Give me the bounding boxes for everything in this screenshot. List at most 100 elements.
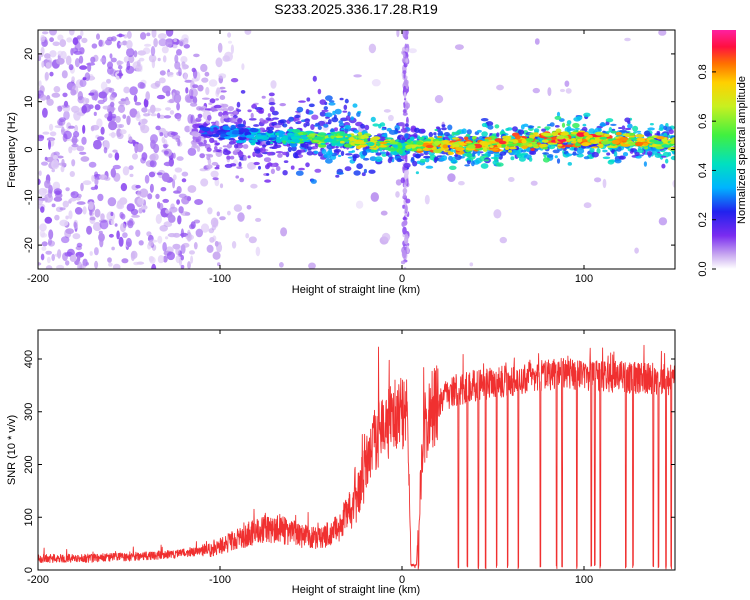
vertical-feature-speckle bbox=[405, 58, 409, 63]
ridge-halo bbox=[461, 128, 467, 134]
noise-speckle bbox=[178, 67, 182, 77]
ridge-halo bbox=[229, 155, 235, 160]
noise-speckle bbox=[180, 254, 184, 261]
ridge-halo bbox=[273, 121, 277, 125]
noise-speckle bbox=[100, 213, 105, 221]
ridge-halo bbox=[566, 120, 572, 125]
noise-speckle bbox=[90, 56, 96, 63]
vertical-feature-speckle bbox=[403, 91, 407, 99]
ridge-halo bbox=[481, 131, 488, 137]
noise-speckle bbox=[241, 63, 245, 71]
noise-speckle bbox=[189, 250, 195, 255]
noise-speckle bbox=[117, 65, 123, 70]
ridge-halo bbox=[452, 156, 456, 161]
noise-speckle bbox=[98, 39, 103, 47]
ridge-halo bbox=[383, 132, 388, 137]
ridge-halo bbox=[282, 170, 288, 176]
ridge-halo bbox=[618, 127, 623, 129]
noise-speckle bbox=[135, 229, 141, 237]
ridge-halo bbox=[466, 129, 472, 135]
noise-speckle bbox=[98, 91, 108, 99]
ridge-halo bbox=[266, 151, 272, 156]
ridge-core bbox=[347, 138, 357, 142]
ridge-core bbox=[303, 138, 308, 141]
noise-speckle bbox=[117, 104, 126, 114]
noise-speckle bbox=[158, 77, 166, 84]
ridge-core bbox=[275, 138, 283, 144]
ridge-core bbox=[398, 149, 404, 155]
ridge-core bbox=[531, 143, 539, 148]
ridge-core bbox=[565, 139, 574, 142]
noise-speckle bbox=[184, 79, 193, 83]
ridge-core bbox=[290, 142, 298, 148]
noise-speckle bbox=[103, 176, 111, 181]
ridge-core bbox=[521, 139, 527, 144]
ridge-halo bbox=[471, 160, 475, 167]
ridge-halo bbox=[415, 171, 419, 175]
noise-speckle bbox=[214, 240, 219, 247]
ridge-halo bbox=[602, 149, 608, 153]
ridge-core bbox=[201, 127, 211, 132]
noise-speckle bbox=[54, 214, 60, 221]
ridge-halo bbox=[424, 157, 430, 163]
ridge-halo bbox=[480, 118, 489, 122]
vertical-feature-speckle bbox=[405, 47, 409, 53]
noise-speckle bbox=[74, 58, 80, 68]
ridge-halo bbox=[352, 153, 360, 159]
noise-speckle bbox=[140, 124, 150, 134]
ridge-core bbox=[375, 143, 381, 146]
ridge-core bbox=[424, 138, 432, 142]
noise-speckle bbox=[63, 100, 69, 107]
noise-speckle bbox=[176, 102, 181, 111]
ridge-halo bbox=[428, 131, 433, 138]
noise-speckle bbox=[94, 178, 99, 186]
ridge-halo bbox=[234, 148, 240, 153]
ridge-halo bbox=[495, 162, 504, 167]
ridge-core bbox=[256, 136, 264, 140]
ridge-halo bbox=[267, 113, 271, 118]
ridge-halo bbox=[561, 122, 566, 128]
noise-speckle bbox=[209, 237, 215, 243]
noise-speckle bbox=[65, 55, 72, 66]
noise-speckle bbox=[107, 61, 113, 70]
noise-speckle bbox=[134, 143, 139, 154]
ridge-core bbox=[277, 130, 284, 134]
spectrogram-x-tick-label: -100 bbox=[209, 273, 231, 285]
noise-speckle bbox=[169, 110, 175, 115]
ridge-core bbox=[343, 143, 353, 148]
colorbar-tick-label: 0.4 bbox=[697, 163, 709, 178]
noise-speckle bbox=[72, 233, 81, 240]
noise-speckle bbox=[78, 55, 84, 64]
noise-speckle bbox=[408, 48, 417, 54]
ridge-halo bbox=[254, 149, 261, 154]
ridge-halo bbox=[307, 146, 313, 150]
noise-speckle bbox=[41, 246, 47, 251]
noise-speckle bbox=[109, 69, 117, 77]
ridge-core bbox=[600, 140, 611, 145]
ridge-halo bbox=[306, 97, 311, 102]
noise-speckle bbox=[193, 219, 201, 224]
vertical-feature-speckle bbox=[405, 198, 411, 204]
ridge-halo bbox=[643, 130, 651, 137]
noise-speckle bbox=[44, 53, 51, 59]
ridge-halo bbox=[288, 116, 294, 122]
noise-speckle bbox=[624, 37, 631, 42]
ridge-core bbox=[447, 151, 454, 155]
ridge-halo bbox=[268, 92, 275, 97]
ridge-halo bbox=[254, 107, 263, 111]
ridge-halo bbox=[208, 102, 213, 105]
noise-speckle bbox=[76, 201, 86, 205]
ridge-core bbox=[482, 147, 488, 152]
ridge-halo bbox=[517, 129, 525, 135]
noise-speckle bbox=[62, 92, 68, 98]
ridge-core bbox=[212, 133, 220, 138]
noise-speckle bbox=[44, 156, 48, 161]
ridge-halo bbox=[552, 149, 560, 154]
spectrogram-y-tick-label: 20 bbox=[23, 48, 35, 60]
noise-speckle bbox=[57, 105, 63, 112]
noise-speckle bbox=[70, 89, 77, 96]
noise-speckle bbox=[79, 151, 87, 155]
ridge-core bbox=[218, 137, 226, 140]
noise-speckle bbox=[138, 240, 144, 246]
noise-speckle bbox=[159, 225, 168, 232]
